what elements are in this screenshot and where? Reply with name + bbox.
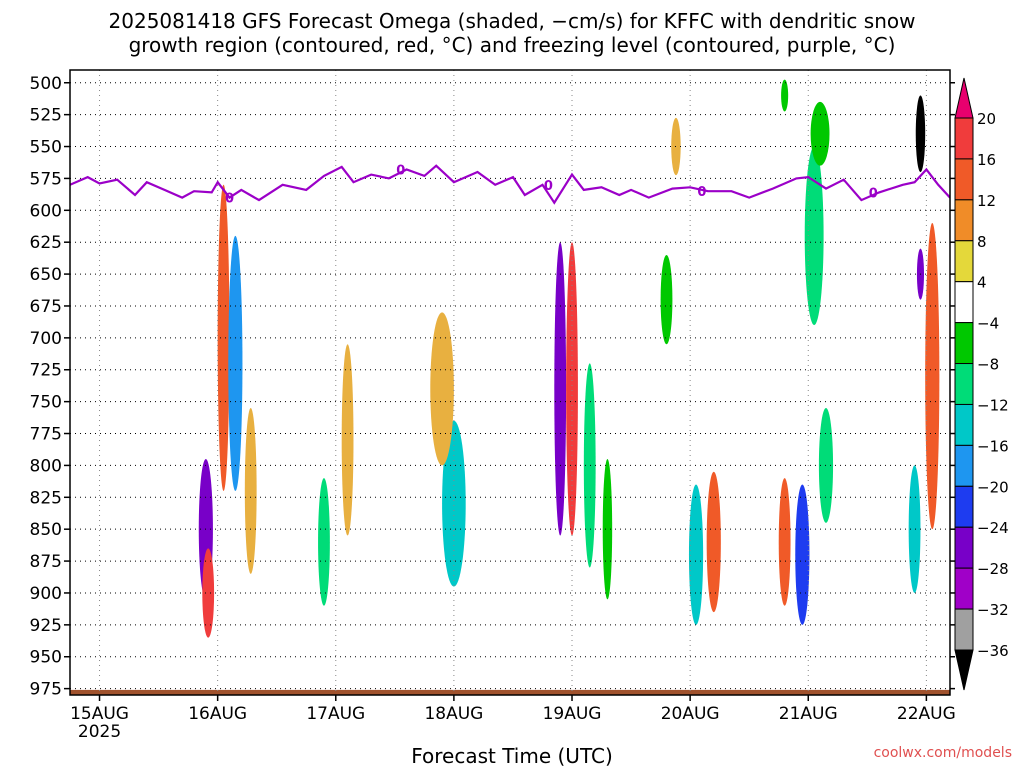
colorbar-swatch	[954, 444, 974, 487]
colorbar-swatch	[954, 403, 974, 446]
x-tick-label: 19AUG	[543, 704, 602, 724]
x-tick-year: 2025	[78, 722, 121, 742]
colorbar-label: −20	[977, 478, 1009, 496]
colorbar-swatch	[954, 363, 974, 405]
y-tick-label: 825	[30, 488, 62, 508]
y-tick-label: 600	[30, 201, 62, 221]
x-tick-label: 20AUG	[661, 704, 720, 724]
x-tick-label: 15AUG	[70, 704, 129, 724]
omega-region	[566, 242, 578, 536]
y-tick-label: 575	[30, 169, 62, 189]
freezing-level-label: 0	[396, 163, 405, 178]
colorbar-label: −4	[977, 315, 999, 333]
colorbar-label: −16	[977, 437, 1009, 455]
colorbar-swatch	[954, 567, 974, 610]
omega-region	[217, 184, 230, 491]
omega-region	[202, 548, 215, 638]
colorbar-label: 8	[977, 233, 987, 251]
ground-surface	[70, 689, 950, 695]
colorbar-label: −8	[977, 356, 999, 374]
freezing-level-label: 0	[225, 192, 234, 207]
colorbar-label: 16	[977, 151, 996, 169]
colorbar-top-arrow	[954, 77, 974, 119]
colorbar-swatch	[954, 485, 974, 528]
x-tick-label: 16AUG	[188, 704, 247, 724]
y-tick-label: 750	[30, 393, 62, 413]
colorbar-swatch	[954, 608, 974, 651]
chart-title-line-1: 2025081418 GFS Forecast Omega (shaded, −…	[108, 9, 916, 33]
omega-region	[778, 478, 791, 606]
omega-region	[341, 344, 354, 536]
omega-region	[660, 254, 673, 345]
y-tick-label: 500	[30, 74, 62, 94]
y-tick-label: 950	[30, 648, 62, 668]
y-tick-label: 550	[30, 138, 62, 158]
omega-region	[925, 223, 940, 530]
chart-title-line-2: growth region (contoured, red, °C) and f…	[128, 33, 896, 57]
x-axis-label: Forecast Time (UTC)	[411, 744, 613, 768]
colorbar-swatch	[954, 199, 974, 242]
x-tick-label: 22AUG	[897, 704, 956, 724]
omega-shading	[198, 79, 940, 638]
freezing-level-contour	[70, 164, 950, 205]
colorbar-label: −28	[977, 560, 1009, 578]
colorbar-label: 12	[977, 192, 996, 210]
omega-region	[915, 95, 926, 173]
colorbar-swatch	[954, 117, 974, 160]
colorbar-label: 4	[977, 274, 987, 292]
omega-region	[795, 484, 810, 625]
y-tick-label: 800	[30, 456, 62, 476]
omega-region	[804, 146, 824, 326]
omega-region	[706, 471, 721, 613]
colorbar-swatch	[954, 158, 974, 201]
omega-region	[908, 465, 921, 593]
freezing-level-label: 0	[544, 179, 553, 194]
omega-region	[318, 478, 330, 606]
y-tick-label: 700	[30, 329, 62, 349]
y-tick-label: 650	[30, 265, 62, 285]
omega-region	[781, 79, 789, 112]
colorbar-label: −24	[977, 519, 1009, 537]
colorbar-swatch	[954, 526, 974, 569]
omega-region	[228, 235, 243, 491]
y-tick-label: 900	[30, 584, 62, 604]
y-tick-label: 850	[30, 520, 62, 540]
colorbar-label: −32	[977, 601, 1009, 619]
omega-region	[430, 312, 454, 466]
freezing-level-label: 0	[697, 185, 706, 200]
omega-region	[602, 459, 613, 600]
freezing-level-label: 0	[869, 186, 878, 201]
y-tick-label: 525	[30, 106, 62, 126]
y-tick-label: 775	[30, 425, 62, 445]
omega-region	[810, 101, 830, 166]
x-tick-label: 17AUG	[306, 704, 365, 724]
omega-region	[244, 408, 257, 574]
colorbar-label: −12	[977, 396, 1009, 414]
y-tick-label: 725	[30, 361, 62, 381]
colorbar-swatch	[954, 281, 974, 324]
y-tick-label: 875	[30, 552, 62, 572]
y-tick-label: 675	[30, 297, 62, 317]
omega-region	[442, 420, 466, 587]
x-tick-label: 21AUG	[779, 704, 838, 724]
colorbar-swatch	[954, 322, 974, 365]
colorbar-bottom-arrow	[954, 649, 974, 691]
colorbar-label: −36	[977, 642, 1009, 660]
y-tick-label: 625	[30, 233, 62, 253]
colorbar-label: 20	[977, 110, 996, 128]
omega-region	[583, 363, 596, 568]
omega-region	[688, 484, 704, 625]
source-credit[interactable]: coolwx.com/models	[873, 745, 1012, 761]
colorbar-swatch	[954, 240, 974, 283]
omega-region	[554, 242, 567, 536]
y-tick-label: 925	[30, 616, 62, 636]
y-tick-label: 975	[30, 680, 62, 700]
plot-frame	[69, 69, 951, 696]
x-tick-label: 18AUG	[424, 704, 483, 724]
